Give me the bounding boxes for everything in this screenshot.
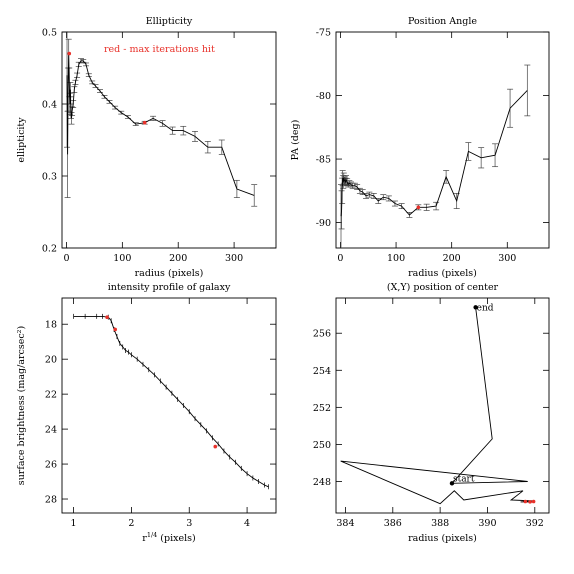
chart-panel-1: 0 100 200 300 -90 -85 -80 -75 Position Angle radi… — [290, 16, 550, 279]
y-tick-label: 0.4 — [42, 100, 57, 111]
y-tick-label: 28 — [45, 495, 57, 506]
x-tick-label: 0 — [337, 253, 343, 264]
y-tick-label: 0.2 — [42, 244, 57, 255]
plot-frame — [61, 297, 277, 514]
red-point — [67, 51, 72, 56]
series-line — [340, 307, 535, 505]
y-tick-label: 26 — [45, 460, 57, 471]
y-tick-label: 18 — [45, 320, 57, 331]
x-axis-label: radius (pixels) — [408, 268, 477, 279]
x-tick-label: 386 — [384, 518, 402, 529]
x-tick-label: 100 — [113, 253, 131, 264]
y-axis-label: surface brightness (mag/arcsec²) — [16, 326, 27, 485]
chart-panel-2: 1 2 3 4 18 20 22 24 26 28 intensity profile of gal… — [16, 282, 277, 544]
start-marker — [449, 481, 455, 486]
x-axis-label: radius (pixels) — [408, 533, 477, 544]
y-tick-label: 22 — [45, 390, 57, 401]
chart-panel-0: 0 100 200 300 0.2 0.3 0.4 0.5 Ellipticity radius … — [16, 16, 277, 279]
red-point — [105, 315, 109, 320]
plot-frame — [335, 297, 550, 514]
plot-frame — [61, 31, 277, 249]
y-tick-label: 256 — [313, 329, 331, 340]
red-point — [113, 327, 118, 332]
red-point — [142, 120, 147, 125]
series-line — [66, 53, 255, 196]
panel-title: (X,Y) position of center — [387, 282, 499, 293]
x-tick-label: 200 — [169, 253, 187, 264]
x-tick-label: 1 — [71, 518, 77, 529]
x-tick-label: 392 — [526, 518, 544, 529]
end-label: end — [477, 303, 494, 313]
y-tick-label: 0.3 — [42, 172, 57, 183]
y-axis-label: PA (deg) — [290, 120, 301, 161]
x-tick-label: 388 — [431, 518, 449, 529]
y-tick-label: -85 — [316, 155, 331, 166]
annotation: red - max iterations hit — [104, 44, 215, 55]
y-tick-label: 254 — [313, 366, 331, 377]
panel-title: Position Angle — [408, 16, 477, 27]
y-tick-label: 248 — [313, 477, 331, 488]
x-tick-label: 0 — [63, 253, 69, 264]
y-tick-label: -80 — [316, 91, 331, 102]
red-point — [531, 499, 536, 504]
y-axis-label: ellipticity — [16, 117, 27, 163]
x-tick-label: 384 — [336, 518, 354, 529]
x-tick-label: 200 — [443, 253, 461, 264]
panel-title: Ellipticity — [146, 16, 193, 27]
y-tick-label: 252 — [313, 403, 331, 414]
y-tick-label: 24 — [45, 425, 57, 436]
panel-title: intensity profile of galaxy — [108, 282, 231, 293]
x-tick-label: 3 — [186, 518, 192, 529]
x-tick-label: 4 — [244, 518, 250, 529]
red-point — [528, 500, 532, 504]
y-tick-label: 250 — [313, 440, 331, 451]
series-line — [73, 315, 269, 488]
x-tick-label: 2 — [128, 518, 134, 529]
red-point — [213, 444, 218, 449]
x-tick-label: 100 — [387, 253, 405, 264]
x-tick-label: 300 — [225, 253, 243, 264]
y-tick-label: 0.5 — [42, 28, 57, 39]
y-tick-label: -75 — [316, 28, 331, 39]
chart-panel-3: 384 386 388 390 392 248 250 252 254 256 (X,Y) posi… — [313, 282, 550, 544]
series-line — [340, 90, 528, 217]
red-point — [523, 499, 528, 504]
y-tick-label: 20 — [45, 355, 57, 366]
end-marker — [473, 305, 478, 310]
x-axis-label: r1/4 (pixels) — [142, 531, 195, 544]
plot-frame — [335, 31, 550, 249]
x-tick-label: 300 — [498, 253, 516, 264]
x-tick-label: 390 — [478, 518, 496, 529]
x-axis-label: radius (pixels) — [135, 268, 204, 279]
start-label: start — [453, 474, 475, 484]
red-point — [416, 205, 421, 210]
y-tick-label: -90 — [316, 218, 331, 229]
